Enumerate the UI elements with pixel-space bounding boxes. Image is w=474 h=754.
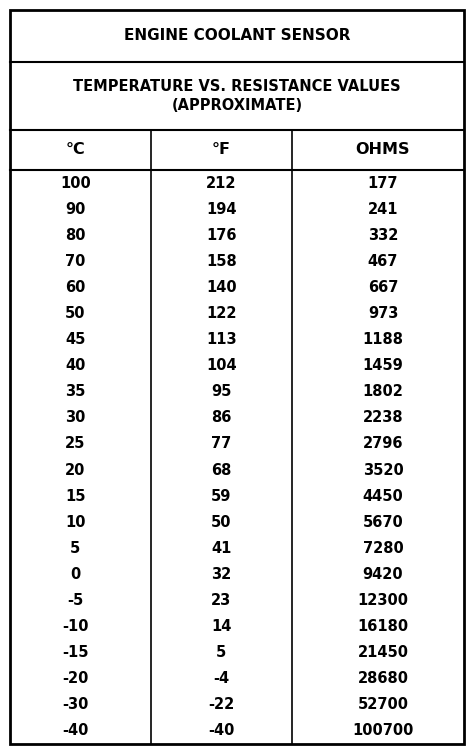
Text: 9420: 9420 (363, 567, 403, 582)
Text: 50: 50 (65, 306, 86, 321)
Text: 86: 86 (211, 410, 231, 425)
Text: 95: 95 (211, 385, 231, 400)
Text: 140: 140 (206, 280, 237, 295)
Text: 100700: 100700 (352, 723, 414, 738)
Text: 80: 80 (65, 228, 86, 243)
Text: 70: 70 (65, 254, 85, 269)
Text: 45: 45 (65, 332, 85, 347)
Text: 100: 100 (60, 176, 91, 191)
Text: 122: 122 (206, 306, 237, 321)
Text: 2238: 2238 (363, 410, 403, 425)
Text: -4: -4 (213, 671, 229, 686)
Text: 212: 212 (206, 176, 237, 191)
Text: TEMPERATURE VS. RESISTANCE VALUES
(APPROXIMATE): TEMPERATURE VS. RESISTANCE VALUES (APPRO… (73, 78, 401, 113)
Text: 21450: 21450 (357, 645, 409, 661)
Text: -30: -30 (62, 697, 89, 713)
Text: 10: 10 (65, 515, 86, 530)
Text: 30: 30 (65, 410, 85, 425)
Text: 332: 332 (368, 228, 398, 243)
Text: -10: -10 (62, 619, 89, 634)
Text: 1188: 1188 (363, 332, 403, 347)
Text: 12300: 12300 (357, 593, 409, 608)
Text: 5: 5 (216, 645, 227, 661)
Text: 14: 14 (211, 619, 231, 634)
Text: 25: 25 (65, 437, 85, 452)
Text: 1802: 1802 (363, 385, 403, 400)
Text: °F: °F (212, 143, 231, 158)
Text: 5670: 5670 (363, 515, 403, 530)
Text: -15: -15 (62, 645, 89, 661)
Text: 32: 32 (211, 567, 231, 582)
Text: 1459: 1459 (363, 358, 403, 373)
Text: 104: 104 (206, 358, 237, 373)
Text: 5: 5 (70, 541, 81, 556)
Text: 60: 60 (65, 280, 85, 295)
Text: 113: 113 (206, 332, 237, 347)
Text: 20: 20 (65, 462, 85, 477)
Text: 241: 241 (368, 201, 398, 216)
Text: 59: 59 (211, 489, 231, 504)
Text: 7280: 7280 (363, 541, 403, 556)
Text: 15: 15 (65, 489, 86, 504)
Text: 52700: 52700 (357, 697, 409, 713)
Text: 177: 177 (368, 176, 398, 191)
Text: 0: 0 (70, 567, 81, 582)
Text: -40: -40 (62, 723, 89, 738)
Text: -22: -22 (208, 697, 235, 713)
Text: 4450: 4450 (363, 489, 403, 504)
Text: -20: -20 (62, 671, 89, 686)
Text: 23: 23 (211, 593, 231, 608)
Text: ENGINE COOLANT SENSOR: ENGINE COOLANT SENSOR (124, 29, 350, 44)
Text: 2796: 2796 (363, 437, 403, 452)
Text: °C: °C (65, 143, 85, 158)
Text: 35: 35 (65, 385, 85, 400)
Text: 176: 176 (206, 228, 237, 243)
Text: 90: 90 (65, 201, 85, 216)
Text: 77: 77 (211, 437, 231, 452)
Text: 28680: 28680 (357, 671, 409, 686)
Text: 50: 50 (211, 515, 232, 530)
Text: 158: 158 (206, 254, 237, 269)
Text: 194: 194 (206, 201, 237, 216)
Text: -40: -40 (208, 723, 235, 738)
Text: 68: 68 (211, 462, 231, 477)
Text: 973: 973 (368, 306, 398, 321)
Text: 667: 667 (368, 280, 398, 295)
Text: -5: -5 (67, 593, 83, 608)
Text: 467: 467 (368, 254, 398, 269)
Text: 16180: 16180 (357, 619, 409, 634)
Text: 3520: 3520 (363, 462, 403, 477)
Text: 41: 41 (211, 541, 231, 556)
Text: 40: 40 (65, 358, 85, 373)
Text: OHMS: OHMS (356, 143, 410, 158)
